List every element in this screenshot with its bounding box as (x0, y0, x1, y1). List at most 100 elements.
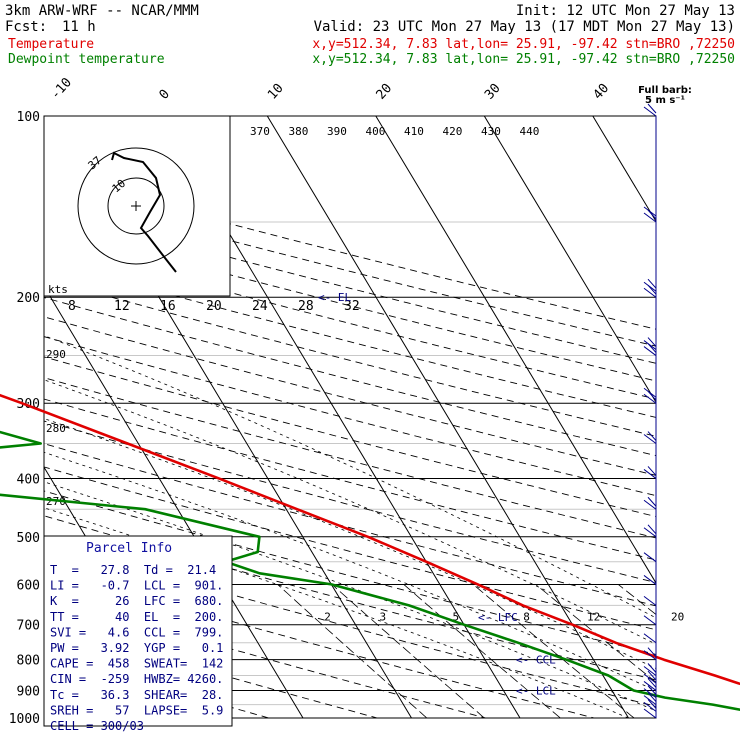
wind-barb (647, 663, 657, 673)
theta-label: 400 (366, 125, 386, 138)
parcel-info-panel: Parcel Info T = 27.8 Td = 21.4 LI = -0.7 … (43, 535, 233, 733)
isotherm (592, 116, 656, 223)
theta-label: 430 (481, 125, 501, 138)
mixing-ratio-line (403, 584, 561, 718)
wind-barb (647, 685, 657, 695)
hodograph-ring-label: 20 (206, 299, 222, 314)
pressure-tick-label: 200 (17, 291, 40, 306)
hodograph-trace (111, 151, 177, 273)
wind-barb (647, 431, 657, 441)
hodograph-ring-outer (77, 147, 195, 265)
theta-side-label: 290 (46, 348, 66, 361)
pressure-tick-label: 1000 (9, 712, 40, 727)
theta-label: 390 (327, 125, 347, 138)
wind-barb (643, 340, 657, 350)
wind-barb (647, 496, 657, 507)
theta-label: 420 (443, 125, 463, 138)
wind-barb (643, 527, 657, 538)
level-marker-el: <- EL (318, 291, 351, 304)
parcel-info-row: SREH = 57 LAPSE= 5.9 (50, 703, 223, 717)
header: 3km ARW-WRF -- NCAR/MMM Init: 12 UTC Mon… (5, 3, 735, 67)
mixing-ratio-label: 5 (453, 611, 460, 624)
hodograph-ring-label: 24 (252, 299, 268, 314)
hodograph-ring-label: 16 (160, 299, 176, 314)
parcel-info-title: Parcel Info (86, 541, 172, 556)
dewpoint-profile (0, 430, 740, 711)
wind-barb (643, 688, 657, 699)
parcel-info-rows: T = 27.8 Td = 21.4 LI = -0.7 LCL = 901.K … (50, 563, 223, 733)
pressure-tick-label: 800 (17, 654, 40, 669)
wind-barb (647, 524, 657, 535)
legend-temperature-name: Temperature (8, 37, 94, 52)
mixing-ratio-line (535, 584, 656, 683)
theta-label: 440 (520, 125, 540, 138)
parcel-info-row: SVI = 4.6 CCL = 799. (50, 625, 223, 639)
mixing-ratio-line (618, 584, 656, 616)
wind-barb (643, 650, 657, 661)
wind-barb (643, 701, 657, 712)
fcst-label: Fcst: (5, 19, 47, 35)
mixing-ratio-label: 20 (671, 611, 684, 624)
pressure-tick-label: 100 (17, 110, 40, 125)
wind-barb (647, 699, 657, 709)
wind-barb (643, 212, 657, 223)
isotherm (483, 116, 656, 404)
legend-dewpoint-name: Dewpoint temperature (8, 52, 165, 67)
theta-side-label: 280 (46, 422, 66, 435)
theta-label: 380 (289, 125, 309, 138)
hodograph-ring-label: 28 (298, 299, 314, 314)
wind-barb (647, 692, 657, 702)
valid-time: Valid: 23 UTC Mon 27 May 13 (17 MDT Mon … (314, 19, 735, 35)
theta-label: 410 (404, 125, 424, 138)
mixing-ratio-label: 3 (380, 611, 387, 624)
parcel-info-row: LI = -0.7 LCL = 901. (50, 579, 223, 593)
wind-barb (643, 708, 657, 719)
wind-barb (643, 393, 657, 404)
mixing-ratio-label: 12 (587, 611, 600, 624)
wind-barb (643, 387, 657, 398)
wind-barb (643, 434, 657, 444)
wind-barb (647, 103, 657, 114)
wind-barb (643, 499, 657, 510)
wind-barb (647, 278, 657, 289)
temperature-profile (0, 393, 740, 686)
wind-key-value: 5 m s⁻¹ (645, 95, 685, 106)
hodograph-ring-label: 32 (344, 299, 360, 314)
wind-barb (647, 678, 657, 688)
mixing-ratio-label: 2 (324, 611, 331, 624)
hodograph-ring-label: 12 (114, 299, 130, 314)
parcel-info-row: CELL = 300/03 (50, 719, 144, 733)
level-marker-lcl: <- LCL (516, 685, 556, 698)
wind-barb-column (643, 103, 657, 719)
hodograph-unit: kts (48, 283, 68, 296)
wind-barb (643, 106, 657, 117)
wind-barb (643, 633, 657, 644)
theta-label: 370 (250, 125, 270, 138)
dry-adiabat (44, 443, 656, 607)
pressure-tick-label: 600 (17, 578, 40, 593)
wind-barb (647, 337, 657, 347)
parcel-info-row: PW = 3.92 YGP = 0.1 (50, 641, 223, 655)
wind-barb (643, 206, 657, 217)
wind-barb (643, 595, 657, 606)
parcel-info-row: K = 26 LFC = 680. (50, 594, 223, 608)
wind-barb (643, 695, 657, 705)
dry-adiabat (44, 490, 656, 655)
hodograph-ring-inner (107, 177, 165, 235)
dry-adiabat (44, 623, 380, 718)
parcel-info-row: Tc = 36.3 SHEAR= 28. (50, 688, 223, 702)
pressure-tick-label: 400 (17, 472, 40, 487)
pressure-tick-label: 700 (17, 619, 40, 634)
wind-barb (643, 575, 657, 585)
pressure-tick-label: 500 (17, 531, 40, 546)
parcel-info-row: TT = 40 EL = 200. (50, 610, 223, 624)
model-title: 3km ARW-WRF -- NCAR/MMM (5, 3, 199, 19)
parcel-info-row: CIN = -259 HWBZ= 4260. (50, 672, 223, 686)
wind-key: Full barb: 5 m s⁻¹ (638, 85, 692, 106)
fcst-value: 11 h (62, 19, 96, 35)
moist-adiabat (44, 418, 656, 669)
pressure-tick-label: 900 (17, 684, 40, 699)
wind-barb (643, 346, 657, 356)
